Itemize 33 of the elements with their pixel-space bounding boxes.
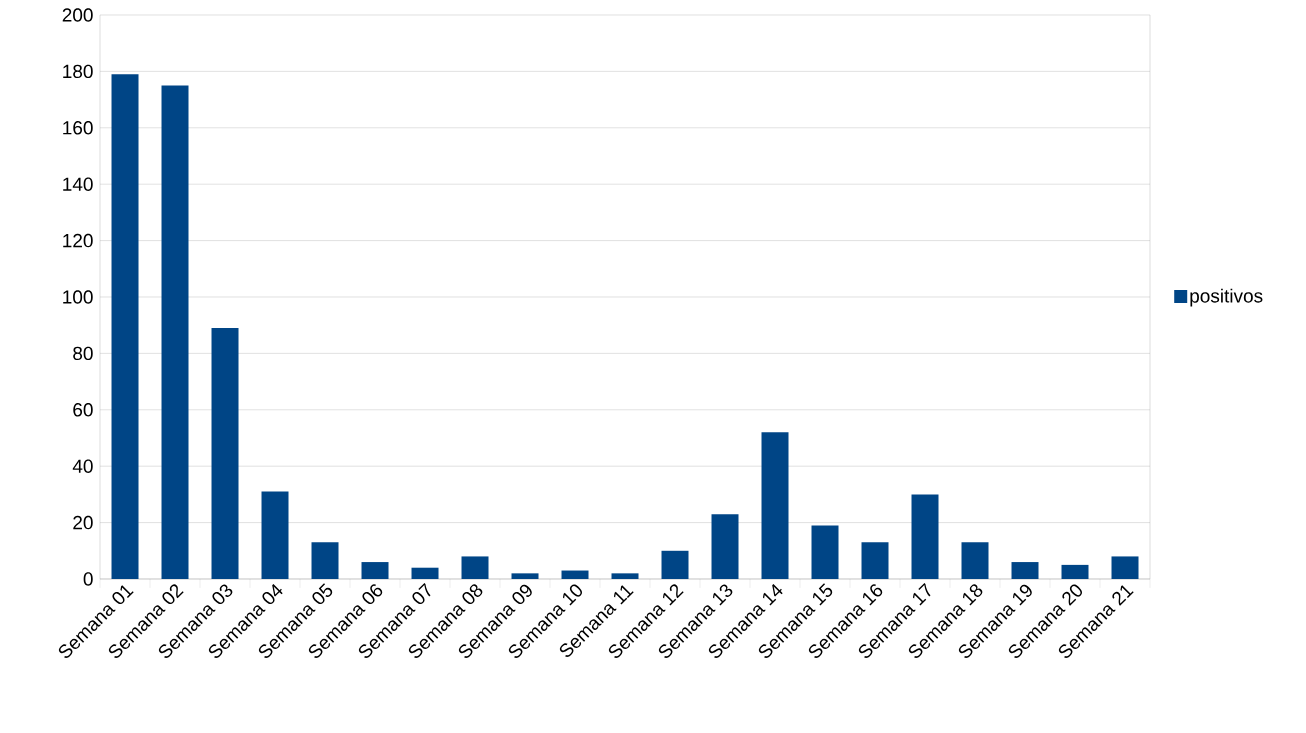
bar: [611, 573, 639, 579]
bar: [561, 570, 589, 579]
bar: [311, 542, 339, 579]
bar: [911, 494, 939, 579]
bar: [811, 525, 839, 579]
y-tick-label: 80: [73, 346, 93, 361]
y-tick-label: 100: [63, 290, 93, 304]
y-tick-label: 20: [73, 515, 93, 530]
bar: [1061, 564, 1089, 579]
bar: [511, 573, 539, 579]
y-tick-label: 60: [73, 403, 93, 417]
bar: [261, 491, 289, 579]
y-tick-label: 40: [72, 459, 93, 473]
bar: [861, 542, 889, 579]
bar: [761, 432, 789, 579]
bar: [211, 328, 239, 579]
bar: [111, 74, 139, 579]
y-tick-label: 120: [63, 233, 93, 248]
bar: [711, 514, 739, 579]
y-tick-label: 140: [63, 177, 93, 191]
bar: [661, 550, 689, 579]
bar: [1011, 562, 1039, 579]
bar: [961, 542, 989, 579]
y-tick-label: 0: [83, 572, 93, 586]
y-tick-label: 160: [63, 121, 93, 135]
y-tick-label: 200: [62, 8, 93, 22]
bar: [411, 567, 439, 579]
bar: [1111, 556, 1139, 579]
legend-label: positivos: [1190, 288, 1263, 307]
y-tick-label: 180: [63, 64, 93, 79]
bar: [361, 562, 389, 579]
bar: [161, 85, 189, 579]
bar: [461, 556, 489, 579]
